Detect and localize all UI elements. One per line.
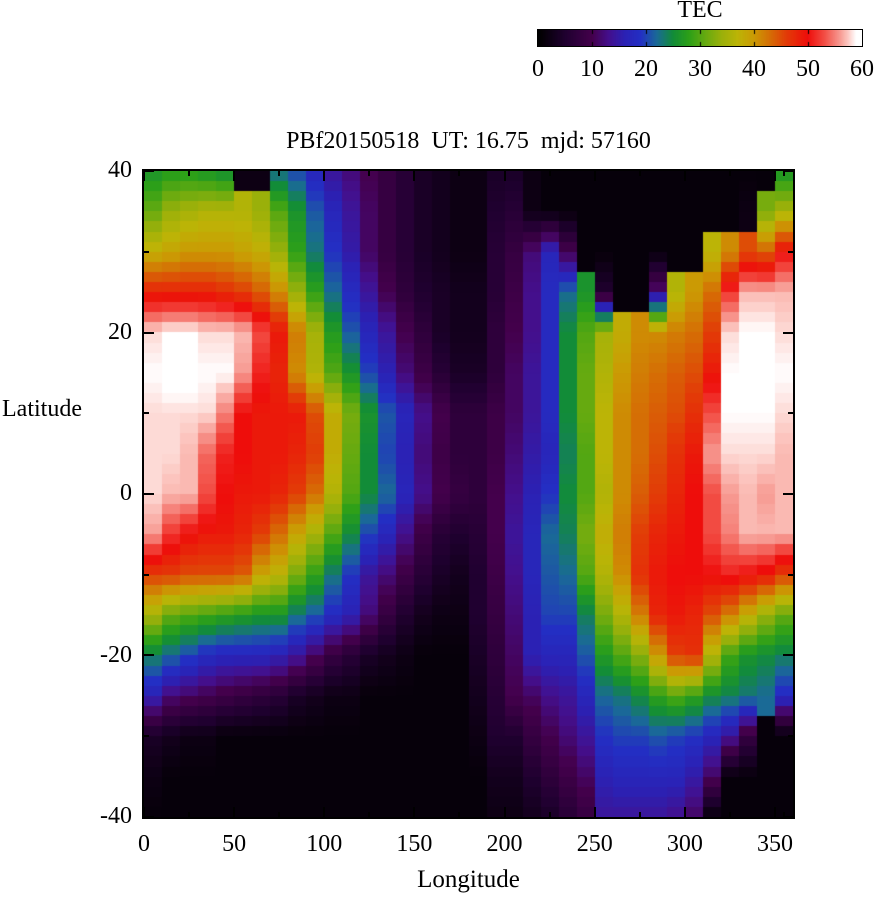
axis-tick-mark [774, 807, 776, 817]
axis-tick-mark [188, 812, 190, 817]
colorbar-tick-label: 30 [688, 56, 712, 82]
axis-tick-mark [783, 812, 785, 817]
axis-tick-mark [233, 171, 235, 181]
axis-tick-mark [413, 807, 415, 817]
x-axis-tick-label: 150 [396, 831, 433, 857]
x-axis-tick-label: 350 [756, 831, 793, 857]
y-axis-tick-label: 0 [120, 480, 132, 506]
colorbar-tick-label: 50 [796, 56, 820, 82]
axis-tick-mark [788, 251, 793, 253]
colorbar-tick-label: 20 [634, 56, 658, 82]
y-axis-tick-label: 20 [108, 318, 132, 345]
axis-tick-mark [144, 412, 149, 414]
x-axis-tick-label: 300 [666, 831, 703, 857]
axis-tick-mark [143, 171, 145, 181]
x-axis-tick-label: 50 [222, 831, 247, 857]
y-axis-tick-label: -20 [100, 641, 132, 668]
axis-tick-mark [729, 171, 731, 176]
axis-tick-mark [774, 171, 776, 181]
axis-tick-mark [504, 171, 506, 181]
plot-title: PBf20150518 UT: 16.75 mjd: 57160 [286, 128, 651, 154]
axis-tick-mark [684, 807, 686, 817]
axis-tick-mark [144, 574, 149, 576]
y-axis-tick-label: -40 [100, 803, 132, 829]
colorbar-title: TEC [677, 0, 723, 23]
axis-tick-mark [413, 171, 415, 181]
axis-tick-mark [368, 171, 370, 176]
axis-tick-mark [639, 812, 641, 817]
axis-tick-mark [144, 170, 154, 172]
axis-tick-mark [549, 812, 551, 817]
axis-tick-mark [144, 493, 154, 495]
axis-tick-mark [144, 735, 149, 737]
axis-tick-mark [639, 171, 641, 176]
plot-area [142, 169, 795, 819]
axis-tick-mark [684, 171, 686, 181]
axis-tick-mark [368, 812, 370, 817]
x-axis-tick-label: 100 [306, 831, 343, 857]
axis-tick-mark [783, 171, 785, 176]
axis-tick-mark [278, 812, 280, 817]
axis-tick-mark [783, 332, 793, 334]
axis-tick-mark [783, 816, 793, 818]
axis-tick-mark [323, 171, 325, 181]
axis-tick-mark [458, 171, 460, 176]
heatmap-canvas [144, 171, 793, 817]
axis-tick-mark [729, 812, 731, 817]
axis-tick-mark [594, 171, 596, 181]
colorbar-gradient [538, 30, 862, 46]
axis-tick-mark [788, 574, 793, 576]
y-axis-title: Latitude [2, 396, 82, 422]
x-axis-tick-label: 0 [138, 831, 150, 857]
axis-tick-mark [233, 807, 235, 817]
x-axis-title: Longitude [417, 866, 520, 893]
colorbar-tick-label: 10 [580, 56, 604, 82]
axis-tick-mark [594, 807, 596, 817]
axis-tick-mark [323, 807, 325, 817]
axis-tick-mark [144, 816, 154, 818]
axis-tick-mark [278, 171, 280, 176]
axis-tick-mark [144, 251, 149, 253]
axis-tick-mark [144, 332, 154, 334]
axis-tick-mark [188, 171, 190, 176]
axis-tick-mark [144, 654, 154, 656]
colorbar-tick-label: 40 [742, 56, 766, 82]
axis-tick-mark [788, 735, 793, 737]
axis-tick-mark [549, 171, 551, 176]
axis-tick-mark [504, 807, 506, 817]
y-axis-tick-label: 40 [108, 157, 132, 183]
axis-tick-mark [783, 170, 793, 172]
axis-tick-mark [788, 412, 793, 414]
colorbar-tick-label: 60 [850, 56, 874, 82]
axis-tick-mark [783, 654, 793, 656]
axis-tick-mark [143, 807, 145, 817]
x-axis-tick-label: 200 [486, 831, 523, 857]
x-axis-tick-label: 250 [576, 831, 613, 857]
axis-tick-mark [458, 812, 460, 817]
colorbar-tick-label: 0 [532, 56, 544, 82]
colorbar [537, 29, 863, 47]
axis-tick-mark [783, 493, 793, 495]
